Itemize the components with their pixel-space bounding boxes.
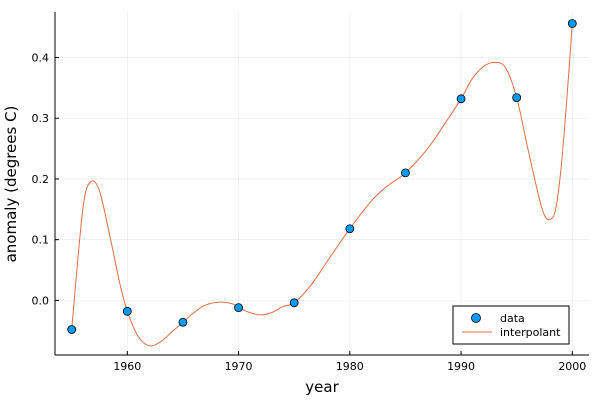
ticks: 1960 1970 1980 1990 2000 0.0 0.1 0.2 0.3 0.4 [32, 52, 587, 373]
legend-box [452, 305, 570, 345]
data-point [512, 93, 522, 102]
legend: data interpolant [452, 305, 570, 345]
legend-label-data: data [500, 312, 525, 325]
x-axis-label: year [305, 378, 339, 396]
axes [54, 12, 589, 356]
data-point [234, 303, 243, 313]
y-tick-label: 0.1 [32, 234, 50, 247]
x-tick-label: 2000 [558, 360, 586, 373]
y-tick-label: 0.3 [32, 112, 50, 125]
x-tick-label: 1990 [447, 360, 475, 373]
y-tick-label: 0.0 [32, 294, 50, 307]
y-axis-label: anomaly (degrees C) [2, 106, 20, 263]
data-point [122, 306, 132, 316]
x-tick-label: 1960 [113, 360, 141, 373]
data-point [345, 224, 355, 234]
data-point [289, 298, 299, 308]
y-tick-label: 0.4 [32, 52, 50, 65]
series-point-layer [67, 19, 577, 334]
grid [55, 12, 589, 355]
x-tick-label: 1970 [225, 360, 253, 373]
y-tick-label: 0.2 [32, 173, 50, 186]
legend-label-interpolant: interpolant [500, 326, 561, 339]
legend-marker-data [471, 313, 481, 323]
data-point [178, 317, 188, 327]
data-point [567, 19, 577, 28]
series-line-interpolant [71, 23, 573, 347]
data-point [456, 94, 466, 104]
series-line-layer [71, 23, 573, 347]
data-point [67, 325, 77, 334]
data-point [401, 168, 410, 178]
x-tick-label: 1980 [336, 360, 364, 373]
